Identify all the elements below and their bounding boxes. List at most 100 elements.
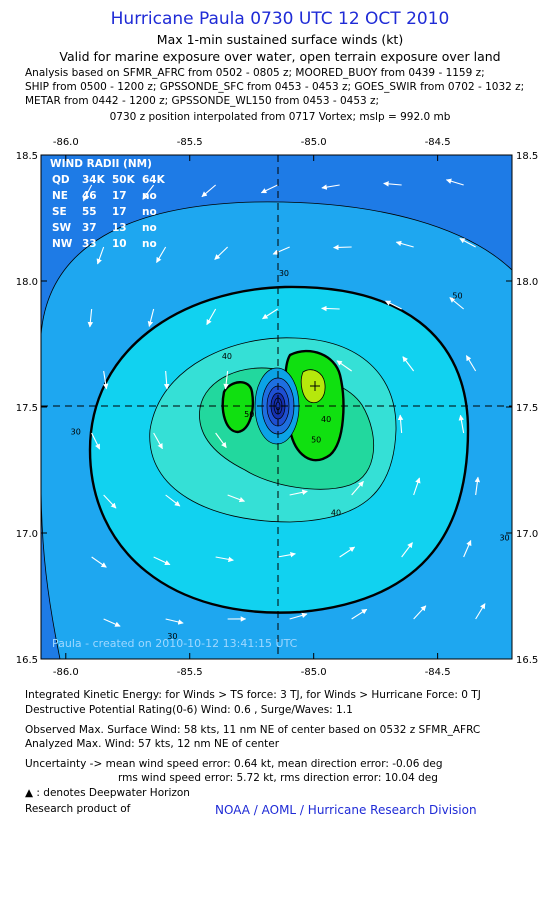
wind-arrow: [153, 556, 171, 566]
y-tick-label-right: 18.5: [516, 151, 538, 162]
wind-arrow: [402, 356, 415, 372]
y-tick-label-right: 16.5: [516, 655, 538, 666]
radii-cell: SE: [52, 206, 67, 218]
wind-arrow: [413, 605, 427, 620]
research-credit: Research product of: [25, 803, 131, 815]
axes: -86.0 -86.0 -85.5 -85.5 -85.0 -85.0 -84.5 -84.5…: [16, 137, 539, 678]
wind-arrow: [401, 542, 413, 558]
wind-arrow: [272, 246, 290, 255]
contour-label: 30: [499, 534, 509, 543]
y-tick-label-left: 18.5: [16, 151, 38, 162]
wind-arrow: [153, 432, 163, 450]
wind-arrow: [339, 546, 356, 558]
radii-cell: 17: [112, 190, 127, 202]
wind-arrow: [227, 494, 246, 503]
deepwater-note: ▲ : denotes Deepwater Horizon: [25, 787, 190, 799]
wind-arrow: [215, 556, 234, 563]
analysis-line-2: SHIP from 0500 - 1200 z; GPSSONDE_SFC fr…: [25, 81, 525, 93]
wind-arrow: [333, 244, 352, 251]
wind-arrow: [102, 370, 109, 390]
wind-arrow: [465, 355, 477, 372]
wind-arrow: [163, 370, 170, 390]
wind-arrow: [459, 238, 476, 248]
noaa-aoml-link[interactable]: NOAA / AOML / Hurricane Research Divisio…: [215, 803, 477, 817]
wind-arrow: [385, 300, 402, 310]
wind-arrow: [397, 414, 404, 434]
contour-label: 30: [71, 428, 81, 437]
y-tick-label-right: 17.5: [516, 403, 538, 414]
x-tick-label-bottom: -86.0: [53, 667, 79, 678]
radii-header-cell: 64K: [142, 174, 166, 186]
analysis-line-3: METAR from 0442 - 1200 z; GPSSONDE_WL150…: [25, 95, 380, 107]
wind-arrow: [96, 246, 105, 265]
chart-title: Hurricane Paula 0730 UTC 12 OCT 2010: [110, 9, 450, 29]
y-tick-label-left: 16.5: [16, 655, 38, 666]
wind-arrow: [449, 297, 464, 310]
radii-cell: no: [142, 238, 157, 250]
contour-labels: 3030303030504040505040: [71, 269, 510, 641]
wind-band-64-70-west: [221, 381, 254, 434]
deepwater-text: : denotes Deepwater Horizon: [33, 787, 190, 799]
contour-label: 40: [321, 415, 331, 424]
wind-arrow: [91, 556, 107, 568]
wind-arrow: [103, 494, 117, 509]
wind-arrow: [201, 184, 217, 198]
uncertainty-line-1: Uncertainty -> mean wind speed error: 0.…: [25, 758, 443, 770]
radii-cell: NW: [52, 238, 73, 250]
y-tick-label-left: 17.0: [16, 529, 38, 540]
chart-subtitle-exposure: Valid for marine exposure over water, op…: [59, 49, 501, 64]
wind-arrow: [277, 551, 296, 558]
radii-title: WIND RADII (NM): [50, 158, 152, 170]
wind-arrow: [214, 246, 229, 260]
wind-vectors: [82, 178, 486, 627]
wind-arrow: [142, 184, 155, 200]
ike-line: Integrated Kinetic Energy: for Winds > T…: [25, 689, 481, 701]
oil-rig-icon: ▲: [25, 787, 34, 799]
y-tick-label-left: 17.5: [16, 403, 38, 414]
radii-cell: SW: [52, 222, 72, 234]
wind-arrow: [395, 240, 414, 248]
wind-arrow: [321, 184, 340, 190]
wind-arrow: [463, 539, 472, 558]
wind-arrow: [475, 603, 486, 620]
wind-arrow: [206, 308, 217, 326]
max-wind-marker: [310, 381, 320, 391]
chart-subtitle: Max 1-min sustained surface winds (kt): [156, 32, 404, 47]
wind-arrow: [383, 181, 402, 187]
radii-cell: no: [142, 222, 157, 234]
radii-header-cell: 34K: [82, 174, 106, 186]
wind-arrow: [289, 612, 308, 620]
wind-arrow: [413, 477, 421, 496]
observed-max-line: Observed Max. Surface Wind: 58 kts, 11 n…: [25, 724, 481, 736]
y-tick-label-right: 18.0: [516, 277, 538, 288]
wind-arrow: [351, 480, 364, 496]
wind-arrow: [215, 432, 227, 448]
contour-field: [41, 155, 512, 659]
contour-label: 50: [244, 410, 254, 419]
analyzed-max-line: Analyzed Max. Wind: 57 kts, 12 nm NE of …: [25, 738, 280, 750]
credit-text: Paula - created on 2010-10-12 13:41:15 U…: [52, 637, 298, 650]
x-tick-label-top: -85.5: [177, 137, 203, 148]
x-tick-label-bottom: -85.5: [177, 667, 203, 678]
wind-arrow: [82, 184, 93, 202]
wind-arrow: [147, 308, 155, 327]
contour-label: 40: [222, 352, 232, 361]
wind-field-plot: 3030303030504040505040 WIND RADII (NM)QD…: [16, 137, 539, 678]
radii-cell: no: [142, 206, 157, 218]
radii-header-cell: 50K: [112, 174, 136, 186]
radii-header-cell: QD: [52, 174, 70, 186]
radii-cell: 33: [82, 238, 97, 250]
wind-arrow: [165, 494, 181, 507]
wind-arrow: [165, 618, 184, 625]
radii-cell: 37: [82, 222, 97, 234]
wind-arrow: [458, 414, 465, 434]
contour-label: 50: [452, 292, 462, 301]
x-tick-label-top: -86.0: [53, 137, 79, 148]
x-tick-label-bottom: -84.5: [425, 667, 451, 678]
wind-arrow: [156, 246, 167, 263]
radii-cell: 13: [112, 222, 127, 234]
wind-arrow: [445, 178, 464, 186]
radii-cell: 17: [112, 206, 127, 218]
wind-arrow: [223, 370, 229, 390]
wind-arrow: [289, 489, 308, 496]
